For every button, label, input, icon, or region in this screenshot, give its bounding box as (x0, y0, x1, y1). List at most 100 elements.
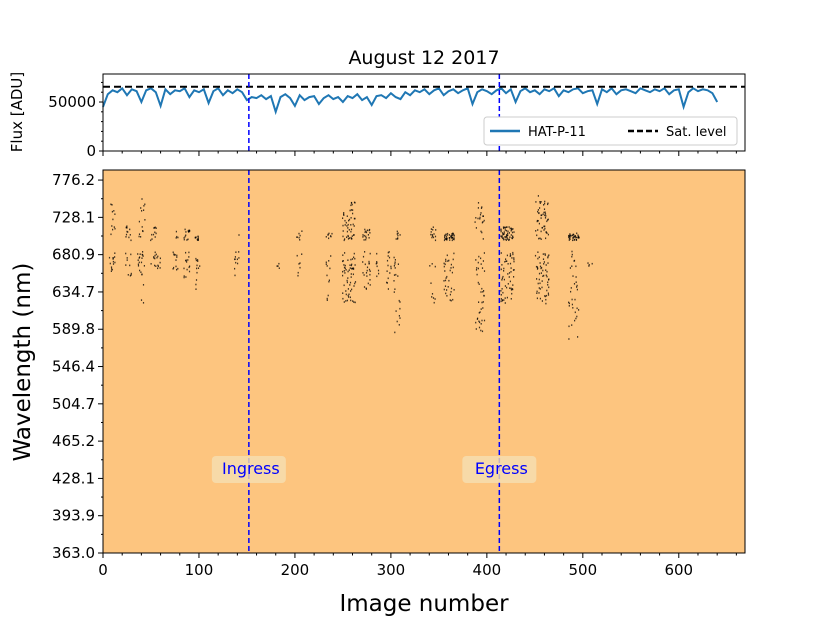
scatter-point (142, 255, 144, 257)
scatter-point (196, 271, 198, 274)
scatter-point (509, 227, 511, 230)
scatter-point (433, 233, 435, 235)
scatter-point (450, 291, 452, 293)
scatter-point (366, 269, 368, 272)
scatter-point (568, 236, 570, 239)
scatter-point (159, 257, 161, 260)
scatter-point (452, 266, 454, 269)
scatter-point (388, 256, 391, 259)
scatter-point (591, 262, 593, 265)
scatter-point (394, 261, 396, 263)
scatter-point (328, 237, 330, 240)
scatter-point (130, 274, 132, 276)
scatter-point (109, 262, 111, 265)
scatter-point (539, 201, 541, 203)
scatter-point (537, 220, 539, 222)
scatter-point (150, 263, 152, 265)
scatter-point (502, 291, 504, 294)
flux-ylabel: Flux [ADU] (8, 72, 26, 152)
scatter-point (326, 299, 328, 301)
xtick-label: 500 (569, 561, 598, 579)
scatter-point (444, 279, 447, 282)
scatter-point (430, 231, 432, 233)
scatter-point (446, 295, 448, 297)
scatter-point (540, 201, 542, 203)
scatter-point (299, 239, 301, 241)
scatter-point (376, 261, 378, 263)
scatter-point (354, 282, 356, 285)
scatter-point (137, 259, 139, 261)
scatter-point (183, 276, 185, 279)
scatter-point (541, 286, 543, 289)
scatter-point (500, 290, 502, 292)
scatter-point (444, 238, 446, 240)
scatter-point (544, 227, 546, 230)
scatter-point (512, 253, 514, 256)
scatter-point (542, 253, 544, 255)
scatter-point (450, 263, 452, 266)
scatter-point (432, 226, 434, 228)
scatter-point (396, 230, 398, 233)
scatter-point (238, 251, 240, 253)
scatter-point (349, 284, 351, 286)
scatter-point (444, 270, 446, 272)
scatter-point (547, 292, 549, 295)
scatter-point (187, 230, 189, 232)
scatter-point (175, 230, 177, 233)
scatter-point (188, 231, 190, 233)
scatter-point (326, 274, 328, 277)
scatter-point (572, 307, 574, 309)
flux-ytick-label: 0 (86, 142, 96, 160)
scatter-point (111, 210, 113, 213)
scatter-point (503, 231, 505, 233)
scatter-point (365, 272, 368, 274)
scatter-point (504, 261, 506, 263)
scatter-point (541, 280, 543, 282)
scatter-point (500, 228, 502, 231)
scatter-point (366, 266, 369, 269)
scatter-point (505, 229, 508, 232)
scatter-point (350, 209, 352, 211)
scatter-point (444, 263, 446, 266)
xtick-label: 600 (664, 561, 693, 579)
scatter-point (350, 228, 353, 231)
scatter-point (174, 254, 176, 256)
scatter-point (185, 259, 187, 262)
xtick-label: 300 (377, 561, 406, 579)
scatter-point (352, 223, 354, 226)
scatter-point (450, 267, 452, 269)
scatter-point (445, 260, 447, 263)
scatter-point (365, 235, 367, 238)
scatter-point (195, 279, 198, 281)
annotation-box (211, 456, 286, 483)
scatter-point (481, 330, 484, 333)
scatter-point (348, 218, 351, 221)
scatter-point (350, 276, 352, 278)
scatter-point (575, 239, 577, 241)
scatter-point (157, 267, 159, 270)
scatter-point (502, 238, 505, 241)
scatter-point (450, 299, 452, 302)
scatter-point (506, 234, 508, 236)
scatter-point (478, 326, 481, 329)
scatter-point (137, 253, 139, 255)
scatter-point (112, 218, 114, 221)
scatter-point (482, 307, 484, 309)
scatter-point (368, 262, 370, 264)
scatter-point (195, 236, 197, 238)
scatter-point (511, 292, 513, 295)
scatter-point (507, 273, 509, 275)
wavelength-ytick-label: 428.1 (52, 469, 95, 487)
scatter-point (176, 268, 178, 271)
scatter-point (548, 286, 550, 289)
scatter-point (368, 229, 370, 232)
scatter-point (568, 338, 570, 340)
scatter-point (236, 258, 238, 261)
scatter-point (544, 225, 546, 228)
scatter-point (328, 232, 330, 235)
scatter-point (444, 236, 446, 239)
scatter-point (479, 321, 481, 324)
scatter-point (346, 279, 348, 282)
wavelength-ytick-label: 363.0 (52, 544, 95, 562)
scatter-point (351, 235, 353, 237)
